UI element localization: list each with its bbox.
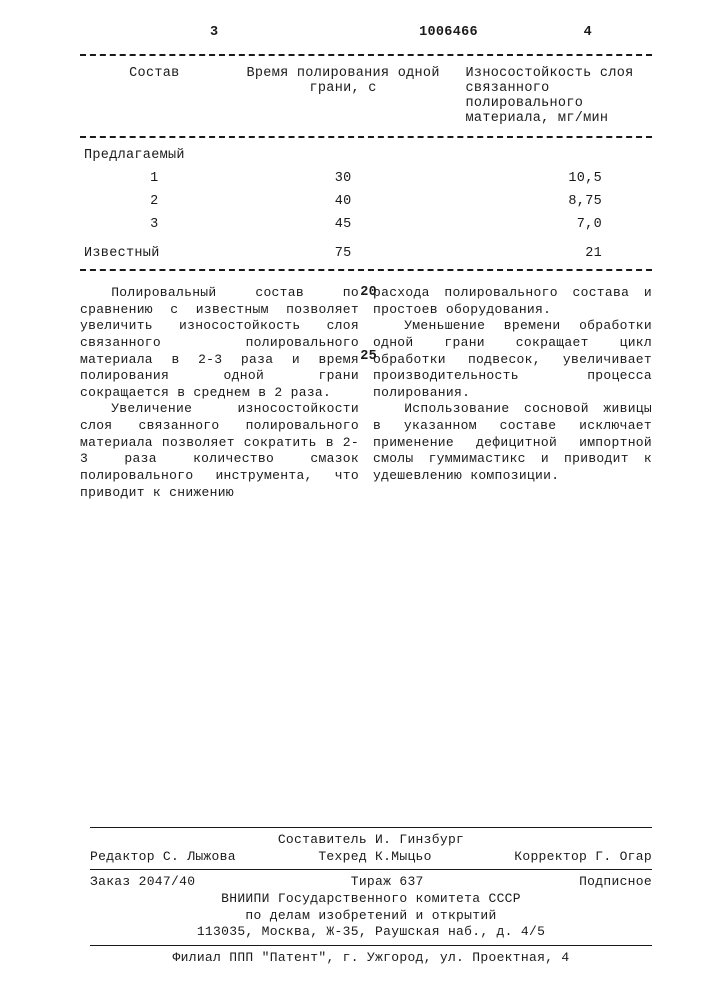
cell-time: 75 xyxy=(229,236,458,265)
cell-wear: 7,0 xyxy=(458,213,652,236)
cell-composition: 1 xyxy=(80,167,229,190)
column-header-time: Время полирования одной грани, с xyxy=(229,62,458,136)
document-number: 1006466 xyxy=(324,25,478,40)
footer-rule xyxy=(90,945,652,946)
body-text: 20 25 Полировальный состав по сравнению … xyxy=(80,285,652,501)
line-number-25: 25 xyxy=(360,349,377,364)
cell-time: 40 xyxy=(229,190,458,213)
cell-time: 30 xyxy=(229,167,458,190)
page-number-left: 3 xyxy=(210,25,218,40)
table-row: 3 45 7,0 xyxy=(80,213,652,236)
cell-wear: 21 xyxy=(458,236,652,265)
editor-name: Редактор С. Лыжова xyxy=(90,849,236,866)
cell-composition: 2 xyxy=(80,190,229,213)
table-row: 1 30 10,5 xyxy=(80,167,652,190)
corrector-name: Корректор Г. Огар xyxy=(514,849,652,866)
table-row-known: Известный 75 21 xyxy=(80,236,652,265)
table-header-row: Состав Время полирования одной грани, с … xyxy=(80,62,652,136)
org-address: 113035, Москва, Ж-35, Раушская наб., д. … xyxy=(90,924,652,941)
section-label-proposed: Предлагаемый xyxy=(80,138,652,167)
cell-composition: 3 xyxy=(80,213,229,236)
org-line-2: по делам изобретений и открытий xyxy=(90,908,652,925)
paragraph: Использование сосновой живицы в указанно… xyxy=(373,401,652,484)
page-number-right: 4 xyxy=(584,25,642,40)
column-header-composition: Состав xyxy=(80,62,229,136)
paragraph: Уменьшение времени обработки одной грани… xyxy=(373,318,652,401)
paragraph: Полировальный состав по сравнению с изве… xyxy=(80,285,359,401)
table-top-rule xyxy=(80,54,652,56)
column-header-wear: Износостойкость слоя связанного полирова… xyxy=(458,62,652,136)
footer-rule xyxy=(90,827,652,828)
table-row: 2 40 8,75 xyxy=(80,190,652,213)
subscription: Подписное xyxy=(579,874,652,891)
cell-wear: 8,75 xyxy=(458,190,652,213)
techred-name: Техред К.Мыцьо xyxy=(318,849,431,866)
cell-wear: 10,5 xyxy=(458,167,652,190)
compiler-line: Составитель И. Гинзбург xyxy=(90,832,652,849)
table-bottom-rule xyxy=(80,269,652,271)
results-table: Состав Время полирования одной грани, с … xyxy=(80,62,652,271)
footer-rule xyxy=(90,869,652,870)
cell-time: 45 xyxy=(229,213,458,236)
tirazh: Тираж 637 xyxy=(351,874,424,891)
order-number: Заказ 2047/40 xyxy=(90,874,195,891)
branch-address: Филиал ППП "Патент", г. Ужгород, ул. Про… xyxy=(90,950,652,967)
line-number-20: 20 xyxy=(360,285,377,300)
cell-known-label: Известный xyxy=(80,236,229,265)
org-line-1: ВНИИПИ Государственного комитета СССР xyxy=(90,891,652,908)
page-header: 3 1006466 4 xyxy=(80,25,652,40)
paragraph: расхода полировального состава и простое… xyxy=(373,285,652,318)
imprint-footer: Составитель И. Гинзбург Редактор С. Лыжо… xyxy=(90,823,652,966)
paragraph: Увеличение износостойкости слоя связанно… xyxy=(80,401,359,501)
